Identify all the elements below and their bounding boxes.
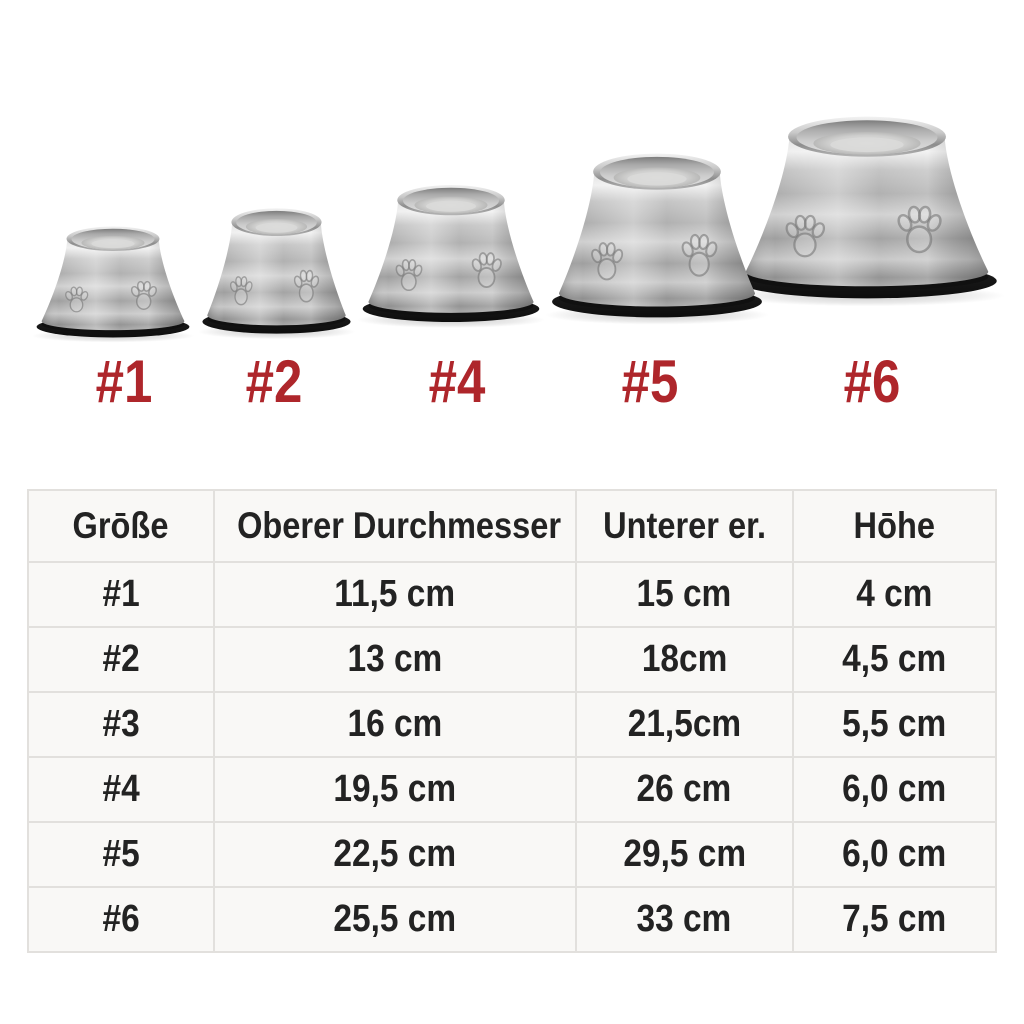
- cell-lower-diameter: 15 cm: [574, 561, 794, 628]
- cell-lower-diameter: 29,5 cm: [574, 821, 794, 888]
- cell-size: #2: [27, 626, 215, 693]
- cell-upper-diameter: 22,5 cm: [212, 821, 577, 888]
- header-text: Hōhe: [853, 505, 936, 546]
- bowl-graphic: [30, 220, 196, 344]
- bowl-photo-1: [30, 220, 196, 344]
- table-row-2: #2 13 cm 18cm 4,5 cm: [27, 626, 998, 693]
- bowl-photo-2: [196, 201, 357, 341]
- cell-height: 6,0 cm: [791, 821, 998, 888]
- cell-value: 21,5cm: [627, 703, 742, 745]
- cell-size: #4: [27, 756, 215, 823]
- col-header-lower-diameter: Unterer er.: [574, 489, 794, 563]
- cell-value: 22,5 cm: [333, 833, 457, 875]
- cell-value: 16 cm: [347, 703, 443, 745]
- cell-height: 4,5 cm: [791, 626, 998, 693]
- cell-value: 19,5 cm: [333, 768, 457, 810]
- cell-lower-diameter: 33 cm: [574, 886, 794, 953]
- cell-value: 6,0 cm: [842, 833, 947, 875]
- cell-value: #4: [102, 768, 140, 810]
- cell-size: #3: [27, 691, 215, 758]
- cell-value: 6,0 cm: [842, 768, 947, 810]
- cell-height: 7,5 cm: [791, 886, 998, 953]
- cell-value: #3: [102, 703, 140, 745]
- cell-lower-diameter: 26 cm: [574, 756, 794, 823]
- table-header-row: Grōße Oberer Durchmesser Unterer er. Hōh…: [27, 489, 998, 563]
- cell-value: 4,5 cm: [842, 638, 947, 680]
- cell-value: 18cm: [641, 638, 728, 680]
- table-row-1: #1 11,5 cm 15 cm 4 cm: [27, 561, 998, 628]
- cell-value: 33 cm: [636, 898, 732, 940]
- cell-value: 26 cm: [636, 768, 732, 810]
- cell-value: 7,5 cm: [842, 898, 947, 940]
- bowl-photo-3: [355, 177, 547, 330]
- cell-upper-diameter: 25,5 cm: [212, 886, 577, 953]
- cell-value: 4 cm: [856, 573, 933, 615]
- cell-value: #5: [102, 833, 140, 875]
- bowl-photo-4: [543, 144, 771, 327]
- cell-size: #6: [27, 886, 215, 953]
- cell-value: 15 cm: [636, 573, 732, 615]
- table-row-6: #6 25,5 cm 33 cm 7,5 cm: [27, 886, 998, 953]
- cell-upper-diameter: 13 cm: [212, 626, 577, 693]
- table-row-4: #4 19,5 cm 26 cm 6,0 cm: [27, 756, 998, 823]
- bowl-graphic: [196, 201, 357, 341]
- bowl-size-label-2: #2: [245, 348, 303, 415]
- header-text: Grōße: [72, 505, 169, 546]
- cell-height: 5,5 cm: [791, 691, 998, 758]
- cell-value: 29,5 cm: [622, 833, 746, 875]
- cell-height: 6,0 cm: [791, 756, 998, 823]
- bowl-lineup: #1 #2 #4 #5 #6: [0, 0, 1024, 470]
- bowl-size-label-5: #5: [621, 348, 679, 415]
- cell-upper-diameter: 19,5 cm: [212, 756, 577, 823]
- cell-lower-diameter: 21,5cm: [574, 691, 794, 758]
- cell-upper-diameter: 11,5 cm: [212, 561, 577, 628]
- col-header-size: Grōße: [27, 489, 215, 563]
- table-row-5: #5 22,5 cm 29,5 cm 6,0 cm: [27, 821, 998, 888]
- table-row-3: #3 16 cm 21,5cm 5,5 cm: [27, 691, 998, 758]
- cell-value: #6: [102, 898, 140, 940]
- bowl-graphic: [355, 177, 547, 330]
- size-table: Grōße Oberer Durchmesser Unterer er. Hōh…: [27, 489, 998, 953]
- cell-size: #1: [27, 561, 215, 628]
- header-text: Oberer Durchmesser: [236, 505, 561, 546]
- bowl-size-label-6: #6: [843, 348, 901, 415]
- header-text: Unterer er.: [602, 505, 766, 546]
- cell-value: 5,5 cm: [842, 703, 947, 745]
- bowl-size-label-1: #1: [95, 348, 153, 415]
- cell-value: #2: [102, 638, 140, 680]
- cell-value: 25,5 cm: [333, 898, 457, 940]
- bowl-size-label-4: #4: [428, 348, 486, 415]
- cell-value: 13 cm: [347, 638, 443, 680]
- col-header-upper-diameter: Oberer Durchmesser: [212, 489, 577, 563]
- bowl-graphic: [543, 144, 771, 327]
- cell-lower-diameter: 18cm: [574, 626, 794, 693]
- cell-value: 11,5 cm: [334, 573, 456, 615]
- cell-size: #5: [27, 821, 215, 888]
- cell-upper-diameter: 16 cm: [212, 691, 577, 758]
- cell-value: #1: [102, 573, 140, 615]
- col-header-height: Hōhe: [791, 489, 998, 563]
- cell-height: 4 cm: [791, 561, 998, 628]
